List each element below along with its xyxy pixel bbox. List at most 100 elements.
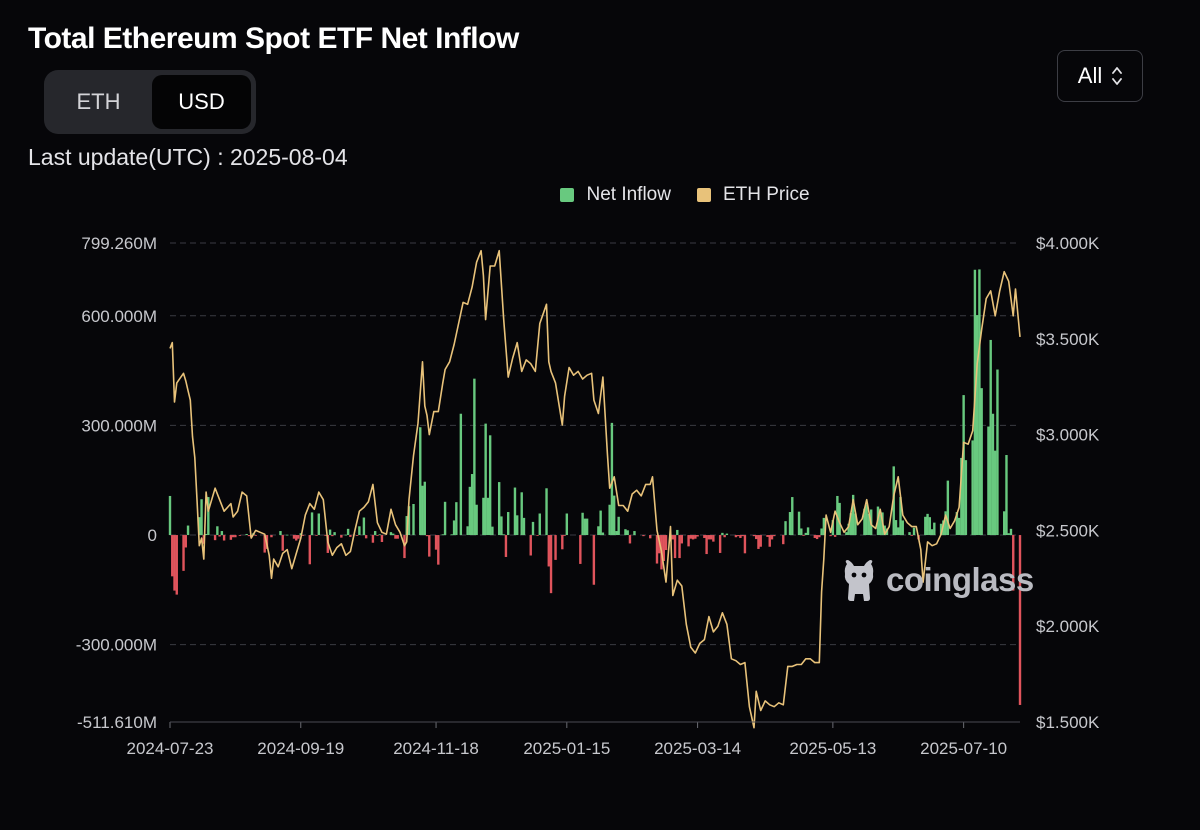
inflow-bar[interactable]	[939, 523, 943, 536]
outflow-bar[interactable]	[403, 535, 406, 559]
inflow-bar[interactable]	[928, 517, 932, 536]
eth-price-line[interactable]	[169, 249, 1021, 729]
inflow-bar[interactable]	[610, 422, 614, 536]
inflow-bar[interactable]	[597, 526, 600, 536]
outflow-bar[interactable]	[536, 535, 539, 536]
inflow-bar[interactable]	[358, 526, 361, 536]
outflow-bar[interactable]	[425, 535, 429, 537]
inflow-bar[interactable]	[389, 532, 393, 536]
outflow-bar[interactable]	[376, 535, 379, 536]
inflow-bar[interactable]	[473, 378, 476, 536]
outflow-bar[interactable]	[324, 535, 327, 536]
outflow-bar[interactable]	[295, 535, 298, 541]
inflow-bar[interactable]	[581, 512, 584, 536]
inflow-bar[interactable]	[516, 515, 519, 536]
inflow-bar[interactable]	[854, 513, 857, 536]
outflow-bar[interactable]	[349, 535, 352, 537]
inflow-bar[interactable]	[344, 534, 348, 536]
inflow-bar[interactable]	[612, 495, 616, 536]
outflow-bar[interactable]	[707, 535, 711, 540]
inflow-bar[interactable]	[933, 522, 936, 536]
outflow-bar[interactable]	[755, 535, 758, 540]
inflow-bar[interactable]	[585, 518, 589, 536]
outflow-bar[interactable]	[833, 535, 837, 537]
outflow-bar[interactable]	[315, 535, 318, 536]
inflow-bar[interactable]	[980, 388, 983, 536]
outflow-bar[interactable]	[529, 535, 532, 556]
outflow-bar[interactable]	[802, 535, 805, 536]
inflow-bar[interactable]	[944, 511, 947, 536]
inflow-bar[interactable]	[617, 516, 620, 536]
outflow-bar[interactable]	[563, 535, 566, 536]
outflow-bar[interactable]	[655, 535, 659, 564]
inflow-bar[interactable]	[820, 528, 823, 536]
outflow-bar[interactable]	[437, 535, 440, 565]
inflow-bar[interactable]	[531, 521, 535, 536]
outflow-bar[interactable]	[759, 535, 762, 547]
outflow-bar[interactable]	[504, 535, 508, 557]
inflow-bar[interactable]	[845, 532, 848, 536]
outflow-bar[interactable]	[741, 535, 744, 537]
unit-toggle[interactable]: ETH USD	[44, 70, 256, 134]
outflow-bar[interactable]	[782, 535, 785, 545]
inflow-bar[interactable]	[901, 520, 904, 536]
inflow-bar[interactable]	[450, 534, 454, 536]
inflow-bar[interactable]	[419, 427, 422, 536]
inflow-bar[interactable]	[423, 481, 426, 536]
inflow-bar[interactable]	[466, 526, 469, 536]
inflow-bar[interactable]	[978, 269, 981, 536]
outflow-bar[interactable]	[829, 535, 832, 537]
outflow-bar[interactable]	[649, 535, 652, 539]
outflow-bar[interactable]	[673, 535, 677, 559]
inflow-bar[interactable]	[908, 532, 911, 536]
inflow-bar[interactable]	[565, 513, 569, 536]
inflow-bar[interactable]	[407, 506, 411, 536]
outflow-bar[interactable]	[664, 535, 668, 551]
inflow-bar[interactable]	[784, 521, 787, 536]
outflow-bar[interactable]	[705, 535, 708, 555]
inflow-bar[interactable]	[328, 529, 332, 536]
outflow-bar[interactable]	[549, 535, 553, 594]
legend-item-net-inflow[interactable]: Net Inflow	[560, 184, 671, 206]
outflow-bar[interactable]	[813, 535, 817, 538]
inflow-bar[interactable]	[1007, 533, 1010, 536]
inflow-bar[interactable]	[946, 480, 950, 536]
inflow-bar[interactable]	[721, 532, 724, 536]
outflow-bar[interactable]	[561, 535, 564, 550]
outflow-bar[interactable]	[671, 535, 674, 540]
inflow-bar[interactable]	[455, 502, 458, 536]
inflow-bar[interactable]	[838, 502, 841, 536]
inflow-bar[interactable]	[930, 529, 934, 536]
inflow-bar[interactable]	[899, 497, 902, 536]
outflow-bar[interactable]	[712, 535, 715, 542]
inflow-bar[interactable]	[245, 533, 248, 536]
inflow-bar[interactable]	[500, 516, 503, 536]
inflow-bar[interactable]	[286, 534, 289, 536]
outflow-bar[interactable]	[218, 535, 221, 537]
outflow-bar[interactable]	[547, 535, 550, 567]
outflow-bar[interactable]	[628, 535, 632, 544]
inflow-bar[interactable]	[317, 513, 321, 536]
outflow-bar[interactable]	[281, 535, 284, 551]
inflow-bar[interactable]	[797, 511, 801, 536]
inflow-bar[interactable]	[894, 520, 898, 536]
outflow-bar[interactable]	[380, 535, 384, 542]
inflow-bar[interactable]	[975, 315, 979, 536]
inflow-bar[interactable]	[601, 532, 605, 536]
outflow-bar[interactable]	[340, 535, 343, 538]
inflow-bar[interactable]	[964, 460, 968, 536]
inflow-bar[interactable]	[443, 501, 447, 536]
outflow-bar[interactable]	[301, 535, 305, 536]
outflow-bar[interactable]	[231, 535, 235, 538]
outflow-bar[interactable]	[270, 535, 273, 538]
outflow-bar[interactable]	[428, 535, 431, 557]
outflow-bar[interactable]	[371, 535, 375, 543]
inflow-bar[interactable]	[633, 531, 636, 536]
outflow-bar[interactable]	[308, 535, 311, 565]
inflow-bar[interactable]	[822, 517, 826, 536]
inflow-bar[interactable]	[1003, 511, 1006, 536]
toggle-usd[interactable]: USD	[152, 75, 251, 129]
inflow-bar[interactable]	[863, 508, 866, 536]
inflow-bar[interactable]	[200, 499, 203, 536]
inflow-bar[interactable]	[955, 512, 959, 536]
